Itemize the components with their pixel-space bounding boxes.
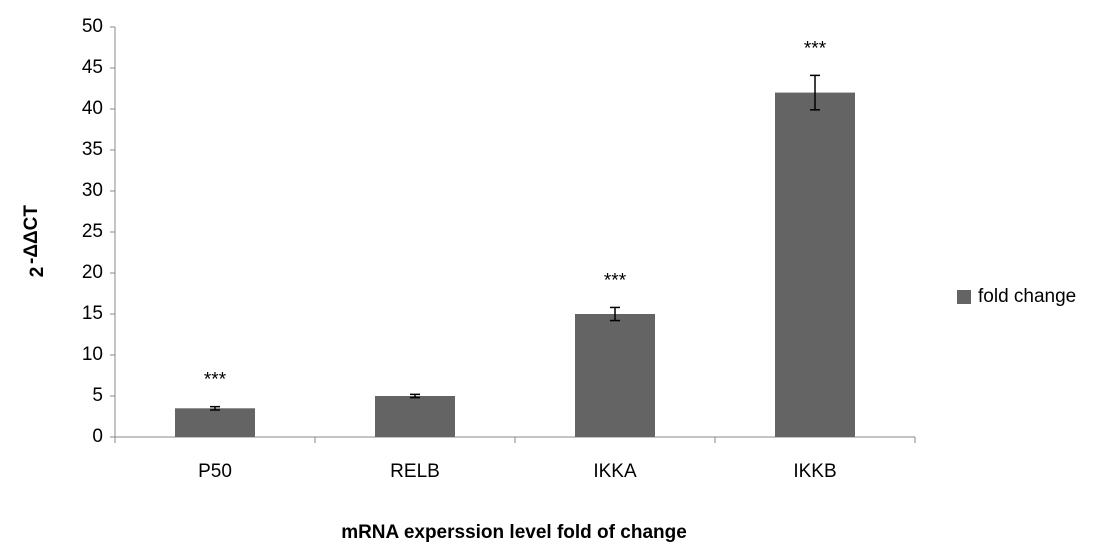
bar bbox=[375, 396, 455, 437]
legend-swatch bbox=[957, 290, 971, 304]
y-tick-label: 25 bbox=[82, 221, 103, 242]
x-tick-label: IKKA bbox=[593, 461, 637, 482]
y-tick-label: 0 bbox=[92, 426, 103, 447]
annotation: *** bbox=[604, 270, 627, 291]
y-axis-title-exponent: -ΔΔCT bbox=[21, 205, 42, 264]
annotation: *** bbox=[204, 370, 227, 391]
y-tick-label: 5 bbox=[92, 385, 103, 406]
y-tick-label: 20 bbox=[82, 262, 103, 283]
y-tick-label: 35 bbox=[82, 139, 103, 160]
error-bar bbox=[610, 306, 620, 322]
y-tick-label: 10 bbox=[82, 344, 103, 365]
bar bbox=[575, 314, 655, 437]
error-bar bbox=[210, 405, 220, 411]
y-axis-title-base: 2 bbox=[27, 267, 48, 278]
bar bbox=[775, 92, 855, 437]
x-axis-title: mRNA experssion level fold of change bbox=[341, 522, 687, 543]
x-tick-label: P50 bbox=[198, 461, 232, 482]
error-bar bbox=[410, 393, 420, 399]
y-tick-label: 30 bbox=[82, 180, 103, 201]
legend-label: fold change bbox=[978, 286, 1076, 307]
error-bar bbox=[810, 74, 820, 111]
bar bbox=[175, 408, 255, 437]
y-tick-label: 40 bbox=[82, 98, 103, 119]
annotation: *** bbox=[804, 38, 827, 59]
y-axis-title: 2 -ΔΔCT bbox=[21, 205, 48, 278]
x-tick-label: IKKB bbox=[793, 461, 836, 482]
y-tick-label: 15 bbox=[82, 303, 103, 324]
x-tick-label: RELB bbox=[390, 461, 440, 482]
y-tick-label: 50 bbox=[82, 16, 103, 37]
y-tick-label: 45 bbox=[82, 57, 103, 78]
